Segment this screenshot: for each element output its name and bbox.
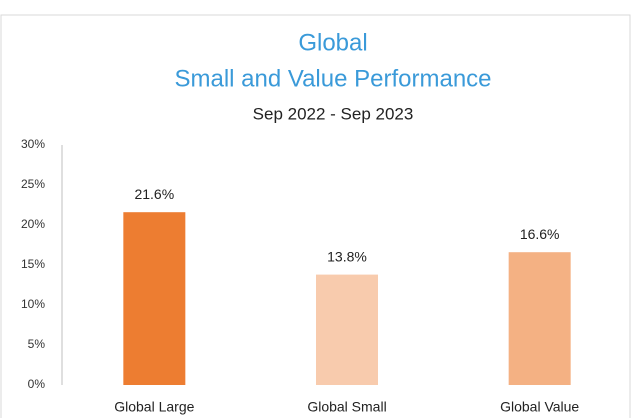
bar — [508, 252, 571, 385]
chart-title: Small and Value Performance — [174, 65, 491, 92]
chart-border — [0, 14, 631, 418]
bar — [123, 212, 186, 385]
y-tick-label: 25% — [21, 177, 45, 191]
x-tick-label: Global Value — [500, 399, 579, 415]
chart-subtitle: Sep 2022 - Sep 2023 — [253, 104, 414, 123]
chart-title: Global — [298, 29, 367, 56]
value-label: 16.6% — [520, 226, 560, 242]
y-tick-label: 20% — [21, 217, 45, 231]
x-tick-label: Global Small — [307, 399, 386, 415]
value-label: 13.8% — [327, 248, 367, 264]
y-tick-label: 15% — [21, 257, 45, 271]
y-tick-label: 0% — [28, 377, 46, 391]
bar — [316, 274, 378, 385]
y-tick-label: 10% — [21, 297, 45, 311]
x-tick-label: Global Large — [114, 399, 194, 415]
y-tick-label: 5% — [28, 337, 46, 351]
value-label: 21.6% — [134, 186, 174, 202]
y-tick-label: 30% — [21, 137, 45, 151]
